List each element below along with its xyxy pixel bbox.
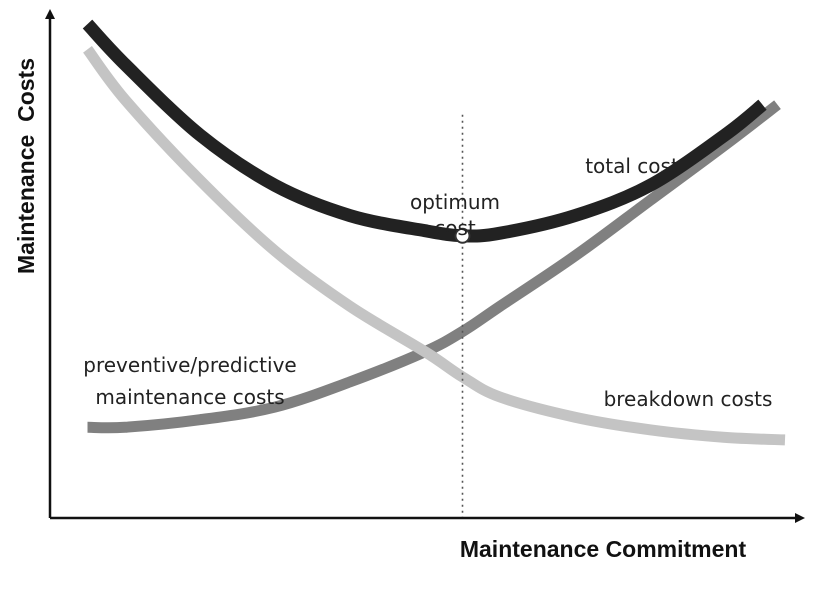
- optimum-cost-label-line1: optimum: [410, 190, 500, 214]
- preventive-costs-label-line1: preventive/predictive: [83, 353, 296, 377]
- y-axis-label: Maintenance Costs: [13, 58, 39, 274]
- curves: [82, 19, 786, 446]
- optimum-point: [454, 227, 471, 244]
- total-cost-curve: [82, 19, 767, 243]
- breakdown-costs-label: breakdown costs: [604, 387, 773, 411]
- breakdown-costs-curve: [83, 46, 786, 446]
- total-cost-label: total cost: [585, 154, 679, 178]
- x-axis-label: Maintenance Commitment: [460, 536, 747, 562]
- optimum-cost-label-line2: cost: [434, 216, 476, 240]
- preventive-costs-label-line2: maintenance costs: [95, 385, 284, 409]
- preventive-costs-curve: [87, 100, 781, 434]
